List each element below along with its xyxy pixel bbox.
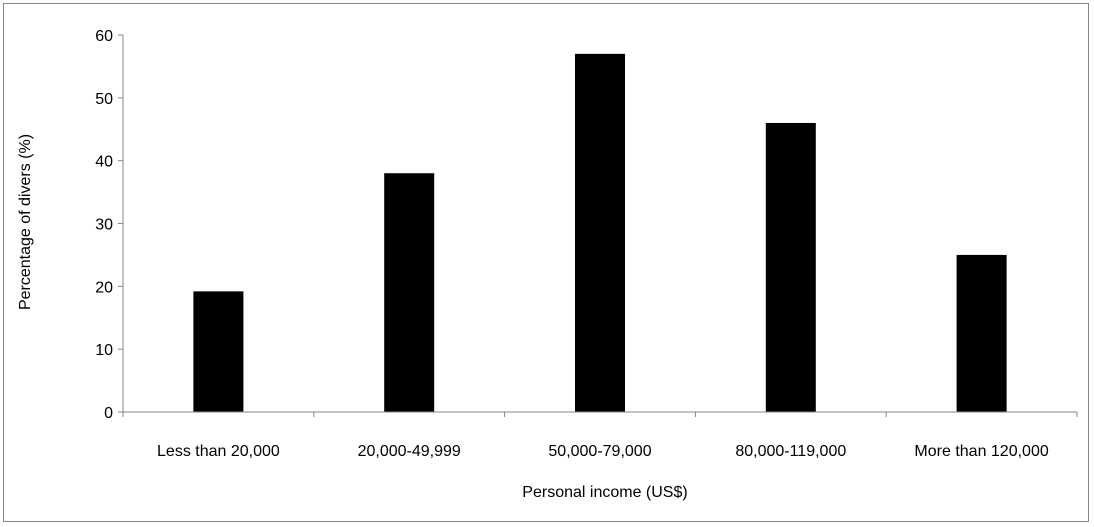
bar-1 xyxy=(193,291,244,412)
x-category-label: More than 120,000 xyxy=(914,443,1048,460)
y-tick-label: 0 xyxy=(104,405,113,422)
y-tick-label: 40 xyxy=(95,154,113,171)
chart-frame xyxy=(3,3,1089,522)
x-category-label: 20,000-49,999 xyxy=(358,443,461,460)
bar-4 xyxy=(765,122,816,412)
y-tick-label: 60 xyxy=(95,28,113,45)
labels-group: 0 10 20 30 40 50 60 Less than 20,000 20,000-49,9… xyxy=(95,28,1049,460)
y-tick-label: 50 xyxy=(95,91,113,108)
x-axis-title: Personal income (US$) xyxy=(522,484,687,501)
axes-group xyxy=(118,34,1078,417)
x-category-label: 80,000-119,000 xyxy=(735,443,846,460)
bar-5 xyxy=(956,254,1007,412)
bars-group xyxy=(193,53,1007,412)
bar-3 xyxy=(575,53,625,412)
y-tick-label: 30 xyxy=(95,217,113,234)
y-tick-label: 20 xyxy=(95,279,113,296)
bar-2 xyxy=(384,173,435,412)
x-category-label: Less than 20,000 xyxy=(157,443,280,460)
x-category-label: 50,000-79,000 xyxy=(548,443,651,460)
y-axis-title: Percentage of divers (%) xyxy=(17,134,34,310)
y-tick-label: 10 xyxy=(95,342,113,359)
